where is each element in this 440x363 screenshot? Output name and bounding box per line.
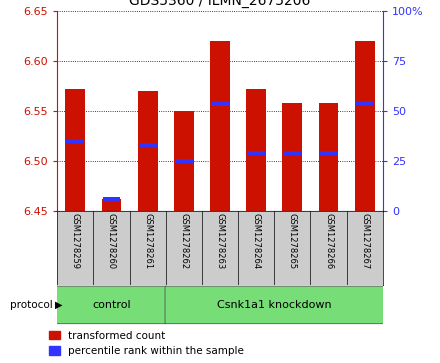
Bar	[355, 41, 375, 211]
Title: GDS5360 / ILMN_2675206: GDS5360 / ILMN_2675206	[129, 0, 311, 8]
FancyBboxPatch shape	[56, 286, 166, 324]
Text: GSM1278261: GSM1278261	[143, 213, 152, 269]
Text: GSM1278266: GSM1278266	[324, 213, 333, 269]
Bar	[246, 89, 266, 211]
Bar	[210, 41, 230, 211]
Bar	[139, 143, 157, 147]
Text: GSM1278259: GSM1278259	[71, 213, 80, 269]
Bar	[211, 102, 229, 106]
Text: GSM1278260: GSM1278260	[107, 213, 116, 269]
Bar	[356, 101, 374, 105]
Bar	[282, 103, 302, 211]
Bar	[174, 111, 194, 211]
Text: protocol: protocol	[10, 300, 53, 310]
Bar	[103, 197, 121, 200]
Bar	[319, 103, 338, 211]
Text: Csnk1a1 knockdown: Csnk1a1 knockdown	[217, 300, 332, 310]
Bar	[283, 151, 301, 155]
FancyBboxPatch shape	[165, 286, 384, 324]
Text: GSM1278264: GSM1278264	[252, 213, 260, 269]
Text: GSM1278267: GSM1278267	[360, 213, 369, 269]
Bar	[66, 139, 84, 143]
Text: GSM1278263: GSM1278263	[216, 213, 224, 269]
Text: control: control	[92, 300, 131, 310]
Legend: transformed count, percentile rank within the sample: transformed count, percentile rank withi…	[49, 331, 244, 356]
Bar	[102, 199, 121, 211]
Bar	[138, 91, 158, 211]
Bar	[247, 151, 265, 155]
Text: ▶: ▶	[55, 300, 62, 310]
Bar	[175, 159, 193, 163]
Bar	[66, 89, 85, 211]
Text: GSM1278262: GSM1278262	[180, 213, 188, 269]
Text: GSM1278265: GSM1278265	[288, 213, 297, 269]
Bar	[319, 151, 337, 155]
